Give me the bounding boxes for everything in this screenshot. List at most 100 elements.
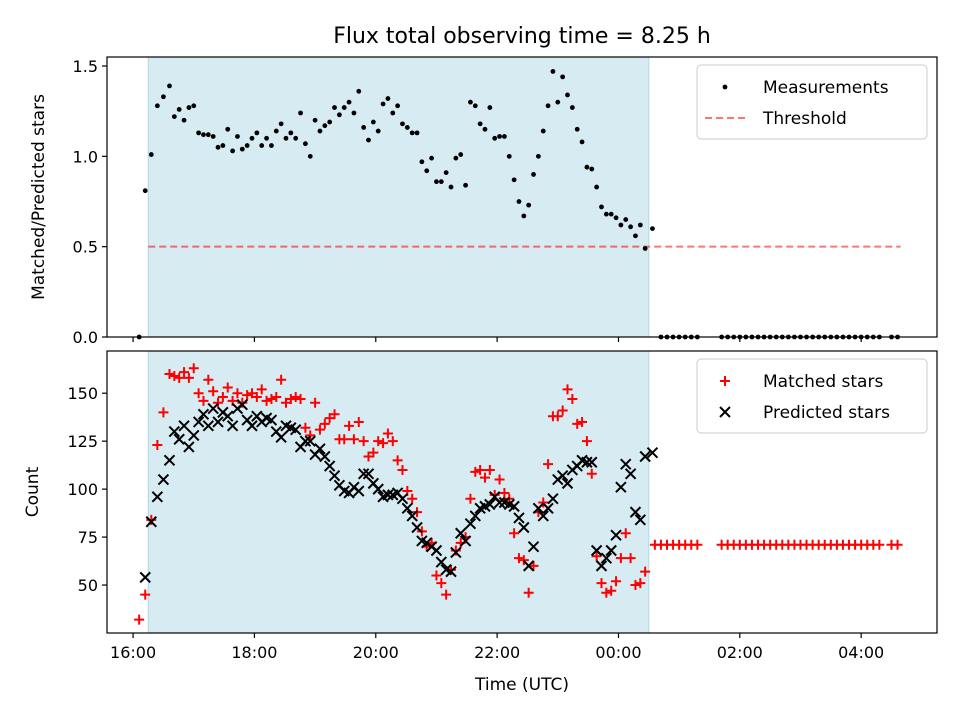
measurement-point (201, 132, 206, 138)
matched-star-point (874, 539, 885, 550)
predicted-star-point (183, 441, 195, 453)
matched-star-point (523, 587, 534, 598)
matched-star-point (140, 589, 151, 600)
measurement-point (361, 125, 367, 130)
top-y-axis-label: Matched/Predicted stars (29, 94, 49, 300)
matched-star-point (314, 424, 325, 435)
matched-star-point (232, 388, 243, 399)
legend-label: Threshold (762, 109, 847, 129)
x-tick-label: 20:00 (353, 643, 399, 662)
predicted-star-point (299, 435, 312, 447)
matched-star-point (382, 428, 393, 439)
matched-star-point (348, 434, 359, 445)
predicted-star-point (537, 510, 549, 522)
matched-star-point (640, 566, 651, 577)
measurement-point (176, 106, 182, 112)
bottom-axes-frame (106, 350, 938, 634)
measurement-point (254, 130, 260, 136)
matched-star-point (164, 369, 175, 380)
measurement-point (497, 134, 502, 139)
predicted-star-point (508, 500, 520, 513)
predicted-star-point (226, 420, 239, 432)
x-tick-label: 22:00 (474, 643, 520, 662)
measurement-point (181, 117, 187, 123)
predicted-star-point (600, 552, 613, 564)
measurement-point (215, 144, 221, 150)
matched-star-point (620, 528, 631, 539)
matched-star-point (528, 560, 539, 571)
measurement-point (191, 103, 197, 109)
measurement-point (356, 88, 362, 94)
measurement-point (167, 83, 172, 89)
matched-star-point (285, 393, 296, 404)
predicted-star-point (629, 506, 642, 518)
matched-star-point (538, 497, 549, 508)
matched-star-point (193, 388, 204, 399)
matched-star-point (465, 493, 476, 504)
predicted-star-point (188, 429, 200, 442)
measurement-point (380, 101, 386, 107)
matched-star-point (479, 472, 490, 483)
matched-star-point (237, 397, 248, 408)
predicted-star-point (289, 423, 302, 436)
predicted-star-point (319, 450, 331, 463)
predicted-star-point (246, 420, 258, 432)
measurement-point (545, 103, 551, 109)
matched-star-point (179, 367, 190, 378)
measurement-point (249, 135, 255, 141)
predicted-star-point (222, 410, 234, 422)
matched-star-point (630, 580, 641, 591)
matched-star-point (222, 382, 233, 393)
y-tick-label: 50 (78, 576, 98, 595)
measurement-point (535, 153, 541, 159)
matched-star-point (509, 528, 520, 539)
predicted-star-point (328, 469, 341, 482)
predicted-star-point (265, 414, 278, 426)
predicted-star-point (522, 560, 535, 572)
measurement-point (288, 130, 294, 136)
measurement-point (642, 246, 648, 251)
measurement-point (550, 69, 556, 74)
matched-star-point (169, 370, 180, 381)
measurement-point (521, 213, 527, 219)
y-tick-label: 150 (67, 384, 98, 403)
measurement-point (332, 105, 337, 110)
predicted-star-point (639, 450, 651, 463)
matched-star-point (256, 384, 267, 395)
predicted-star-point (157, 473, 170, 486)
measurement-point (366, 137, 371, 143)
predicted-star-point (173, 433, 185, 445)
measurement-point (531, 172, 536, 177)
predicted-star-point (168, 425, 181, 438)
matched-star-point (475, 464, 486, 475)
matched-star-point (261, 395, 272, 406)
predicted-star-point (163, 454, 176, 467)
predicted-star-point (362, 468, 375, 480)
matched-star-point (601, 587, 612, 598)
matched-star-point (310, 397, 321, 408)
predicted-star-point (532, 502, 545, 515)
measurement-point (161, 94, 166, 100)
measurement-point (458, 152, 464, 157)
predicted-star-point (435, 556, 448, 568)
measurement-point (565, 92, 570, 98)
measurement-point (540, 128, 546, 134)
measurement-point (414, 130, 420, 136)
measurement-point (404, 125, 410, 130)
predicted-star-point (411, 521, 423, 534)
chart-title: Flux total observing time = 8.25 h (333, 24, 711, 49)
matched-star-point (358, 436, 369, 447)
x-tick-label: 00:00 (595, 643, 641, 662)
measurement-point (443, 170, 449, 176)
measurement-point (453, 155, 459, 161)
measurement-point (302, 141, 308, 147)
measurement-point (225, 126, 231, 132)
y-tick-label: 75 (78, 528, 98, 547)
measurement-point (603, 211, 609, 217)
x-axis-label: Time (UTC) (474, 675, 569, 695)
predicted-star-point (527, 540, 540, 553)
matched-star-point (513, 553, 524, 564)
predicted-star-point (484, 498, 496, 511)
predicted-star-point (236, 399, 249, 411)
matched-star-point (518, 555, 529, 566)
